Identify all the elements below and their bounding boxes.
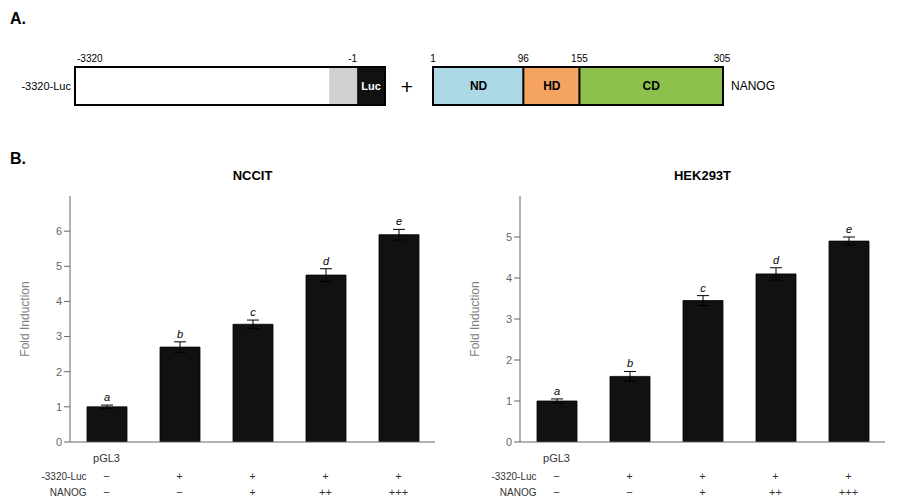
svg-text:a: a bbox=[554, 385, 560, 397]
svg-text:pGL3: pGL3 bbox=[93, 452, 120, 464]
svg-text:c: c bbox=[700, 282, 706, 294]
svg-text:-3320: -3320 bbox=[77, 53, 103, 64]
svg-text:305: 305 bbox=[714, 53, 731, 64]
svg-text:CD: CD bbox=[643, 79, 661, 93]
svg-text:NANOG: NANOG bbox=[500, 487, 537, 498]
svg-text:NANOG: NANOG bbox=[50, 487, 87, 498]
svg-text:++: ++ bbox=[319, 486, 332, 498]
svg-text:+: + bbox=[626, 470, 632, 482]
svg-text:A.: A. bbox=[10, 10, 26, 27]
html-text:B.: B. bbox=[10, 150, 26, 167]
svg-text:NANOG: NANOG bbox=[731, 79, 775, 93]
svg-text:−: − bbox=[626, 486, 632, 498]
svg-text:+: + bbox=[176, 470, 182, 482]
svg-text:-3320-Luc: -3320-Luc bbox=[21, 80, 71, 92]
svg-text:2: 2 bbox=[506, 354, 512, 366]
svg-text:+: + bbox=[249, 486, 255, 498]
svg-text:−: − bbox=[103, 470, 109, 482]
svg-text:+++: +++ bbox=[839, 486, 858, 498]
svg-text:3: 3 bbox=[56, 330, 62, 342]
svg-text:0: 0 bbox=[56, 436, 62, 448]
svg-text:b: b bbox=[627, 357, 633, 369]
svg-text:96: 96 bbox=[518, 53, 530, 64]
svg-text:1: 1 bbox=[506, 395, 512, 407]
svg-text:+: + bbox=[845, 470, 851, 482]
html-text:NCCIT: NCCIT bbox=[232, 168, 273, 183]
svg-text:−: − bbox=[103, 486, 109, 498]
svg-text:+: + bbox=[395, 470, 401, 482]
svg-text:+: + bbox=[699, 486, 705, 498]
svg-text:HD: HD bbox=[543, 79, 561, 93]
svg-text:3: 3 bbox=[506, 313, 512, 325]
svg-text:d: d bbox=[323, 255, 330, 267]
svg-text:-1: -1 bbox=[348, 53, 357, 64]
svg-text:Fold Induction: Fold Induction bbox=[468, 281, 482, 356]
svg-text:1: 1 bbox=[56, 401, 62, 413]
svg-text:5: 5 bbox=[506, 231, 512, 243]
svg-text:+: + bbox=[401, 75, 413, 98]
svg-text:155: 155 bbox=[571, 53, 588, 64]
svg-text:6: 6 bbox=[56, 225, 62, 237]
svg-text:+: + bbox=[699, 470, 705, 482]
svg-text:d: d bbox=[773, 254, 780, 266]
svg-text:+: + bbox=[322, 470, 328, 482]
svg-text:−: − bbox=[176, 486, 182, 498]
html-text:HEK293T: HEK293T bbox=[674, 168, 731, 183]
svg-text:+: + bbox=[772, 470, 778, 482]
svg-text:c: c bbox=[250, 306, 256, 318]
svg-text:e: e bbox=[396, 215, 402, 227]
svg-text:b: b bbox=[177, 328, 183, 340]
svg-text:+++: +++ bbox=[389, 486, 408, 498]
svg-text:-3320-Luc: -3320-Luc bbox=[491, 471, 536, 482]
svg-text:4: 4 bbox=[506, 272, 512, 284]
svg-text:2: 2 bbox=[56, 366, 62, 378]
svg-text:Luc: Luc bbox=[361, 80, 381, 92]
svg-text:a: a bbox=[104, 391, 110, 403]
svg-text:pGL3: pGL3 bbox=[543, 452, 570, 464]
svg-text:4: 4 bbox=[56, 295, 62, 307]
svg-text:e: e bbox=[846, 223, 852, 235]
svg-text:++: ++ bbox=[769, 486, 782, 498]
svg-text:−: − bbox=[553, 486, 559, 498]
svg-text:ND: ND bbox=[470, 79, 488, 93]
svg-text:5: 5 bbox=[56, 260, 62, 272]
svg-text:Fold Induction: Fold Induction bbox=[18, 281, 32, 356]
svg-text:-3320-Luc: -3320-Luc bbox=[41, 471, 86, 482]
svg-text:+: + bbox=[249, 470, 255, 482]
svg-text:−: − bbox=[553, 470, 559, 482]
svg-text:0: 0 bbox=[506, 436, 512, 448]
svg-text:1: 1 bbox=[430, 53, 436, 64]
